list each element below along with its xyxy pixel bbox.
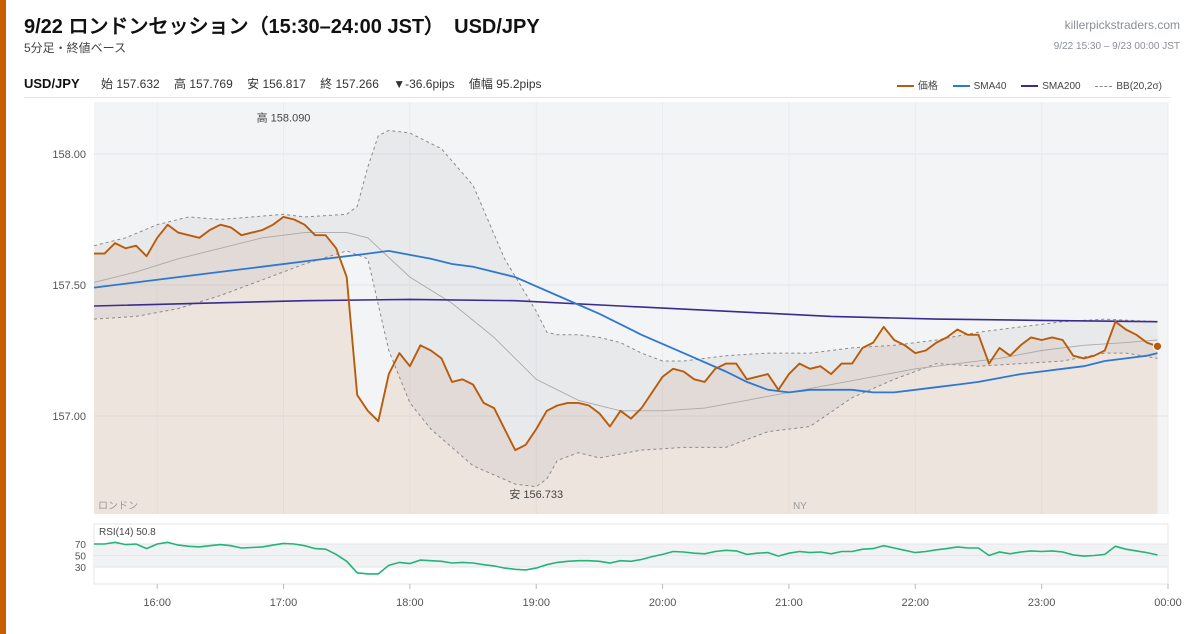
site-name: killerpickstraders.com xyxy=(1064,18,1180,32)
page-subtitle: 5分足・終値ベース xyxy=(24,41,127,55)
stat-low: 安 156.817 xyxy=(247,77,306,91)
stat-close: 終 157.266 xyxy=(320,77,379,91)
y-tick-label: 158.00 xyxy=(52,149,86,161)
rsi-tick-label: 50 xyxy=(75,552,87,563)
legend-label-bb: BB(20,2σ) xyxy=(1116,81,1162,92)
bb-lower-line xyxy=(93,250,1158,488)
stat-high: 高 157.769 xyxy=(174,77,233,91)
session-label-ny: NY xyxy=(793,501,807,512)
legend-swatch-sma200 xyxy=(1021,85,1039,88)
x-tick-label: 23:00 xyxy=(1028,597,1056,609)
last-price-marker xyxy=(1152,341,1163,352)
stats-bar: USD/JPY 始 157.632 高 157.769 安 156.817 終 … xyxy=(24,75,553,92)
symbol-label: USD/JPY xyxy=(24,76,80,91)
x-tick-label: 22:00 xyxy=(902,597,930,609)
legend-label-sma200: SMA200 xyxy=(1042,81,1081,92)
x-tick-label: 00:00 xyxy=(1154,597,1182,609)
x-tick-label: 16:00 xyxy=(143,597,171,609)
legend-swatch-bb xyxy=(1095,85,1113,87)
high-annotation: 高 158.090 xyxy=(257,110,311,124)
price-area-fill xyxy=(94,216,1158,514)
legend-swatch-sma40 xyxy=(952,85,970,88)
page-title: 9/22 ロンドンセッション（15:30–24:00 JST） USD/JPY xyxy=(24,16,540,38)
legend-item-price[interactable]: 価格 xyxy=(896,77,938,92)
bb-band-fill xyxy=(94,130,1158,487)
x-tick-label: 18:00 xyxy=(396,597,424,609)
x-tick-label: 21:00 xyxy=(775,597,803,609)
bb-upper-line xyxy=(93,129,1158,362)
session-label-london: ロンドン xyxy=(98,501,138,512)
chart-legend: 価格 SMA40 SMA200 BB(20,2σ) xyxy=(885,77,1162,92)
stat-open: 始 157.632 xyxy=(100,77,160,91)
rsi-label: RSI(14) 50.8 xyxy=(99,527,156,538)
rsi-line xyxy=(94,541,1158,575)
stat-range-width: 値幅 95.2pips xyxy=(468,77,542,91)
legend-item-sma200[interactable]: SMA200 xyxy=(1021,81,1081,92)
main-panel-bg xyxy=(94,102,1168,514)
price-line xyxy=(94,215,1158,452)
header-divider xyxy=(24,97,1170,98)
x-tick-label: 19:00 xyxy=(522,597,550,609)
y-tick-label: 157.00 xyxy=(52,411,86,423)
legend-label-price: 価格 xyxy=(917,81,938,92)
low-annotation: 安 156.733 xyxy=(509,487,563,501)
accent-bar xyxy=(0,0,6,634)
legend-item-sma40[interactable]: SMA40 xyxy=(952,81,1007,92)
rsi-tick-label: 30 xyxy=(75,563,87,574)
x-tick-label: 17:00 xyxy=(270,597,298,609)
sma40-line xyxy=(93,249,1158,394)
x-tick-label: 20:00 xyxy=(649,597,677,609)
legend-label-sma40: SMA40 xyxy=(973,81,1007,92)
legend-swatch-price xyxy=(896,85,914,88)
stat-change: ▼-36.6pips xyxy=(393,77,455,91)
sma200-line xyxy=(93,298,1158,323)
y-tick-label: 157.50 xyxy=(52,280,86,292)
rsi-tick-label: 70 xyxy=(75,540,87,551)
date-range: 9/22 15:30 – 9/23 00:00 JST xyxy=(1053,41,1180,52)
legend-item-bb[interactable]: BB(20,2σ) xyxy=(1095,81,1162,92)
